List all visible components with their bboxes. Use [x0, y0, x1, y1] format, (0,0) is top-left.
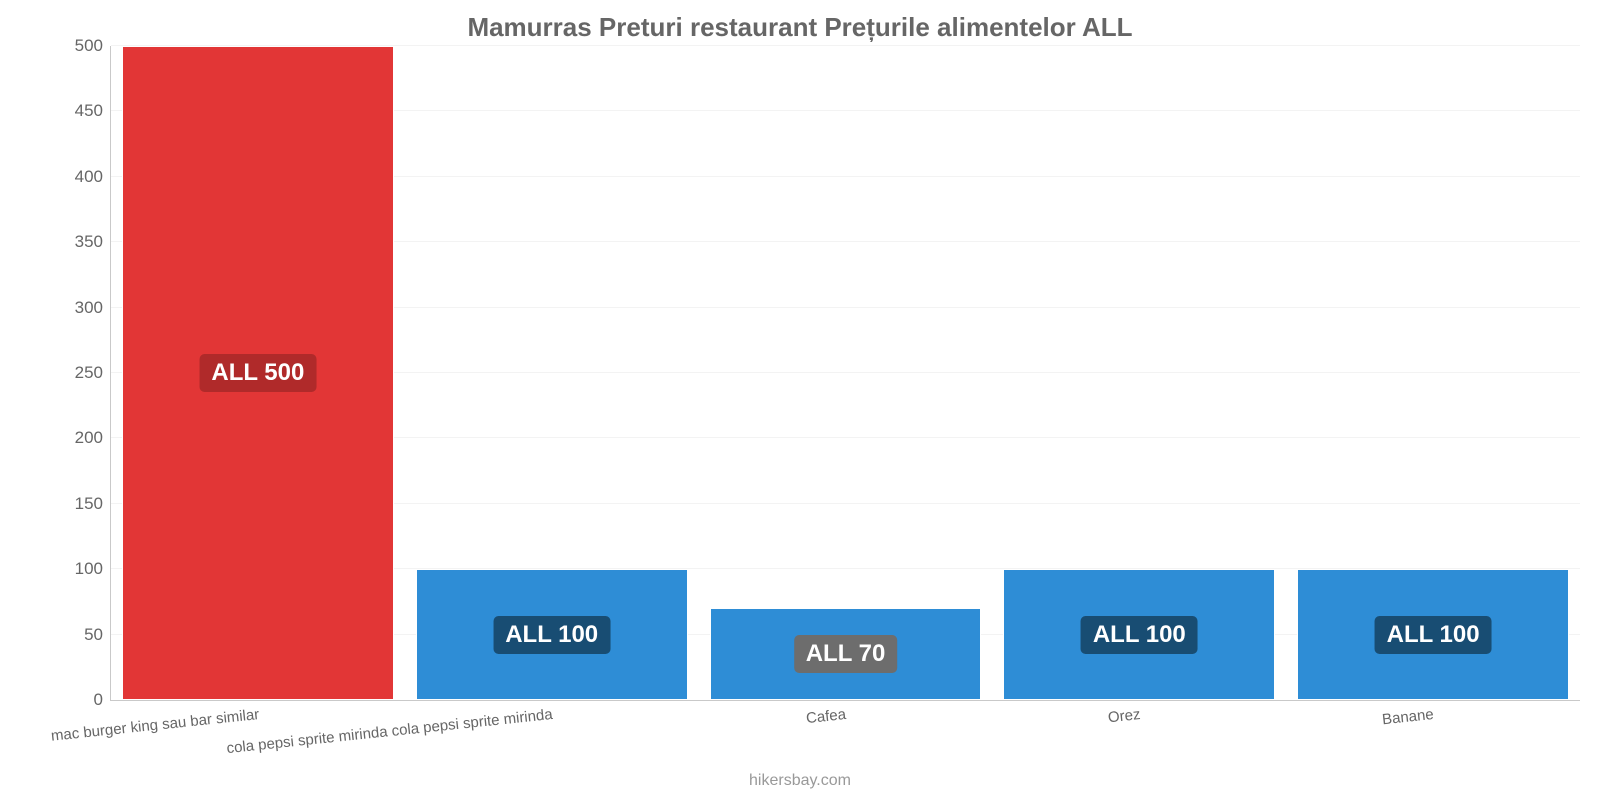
y-tick-label: 150 — [75, 494, 103, 514]
x-tick-label: Cafea — [806, 706, 848, 727]
y-tick-label: 0 — [94, 690, 103, 710]
x-tick-label: Banane — [1382, 706, 1435, 728]
plot-area: 050100150200250300350400450500ALL 500mac… — [110, 46, 1580, 701]
bar-value-badge: ALL 70 — [794, 635, 898, 673]
y-tick-label: 100 — [75, 559, 103, 579]
y-tick-label: 300 — [75, 298, 103, 318]
chart-area: 050100150200250300350400450500ALL 500mac… — [110, 46, 1580, 701]
y-tick-label: 400 — [75, 167, 103, 187]
chart-title: Mamurras Preturi restaurant Prețurile al… — [0, 0, 1600, 43]
y-tick-label: 50 — [84, 625, 103, 645]
y-tick-label: 250 — [75, 363, 103, 383]
attribution-text: hikersbay.com — [0, 772, 1600, 790]
y-tick-label: 500 — [75, 36, 103, 56]
x-tick-label: Orez — [1107, 706, 1141, 726]
y-tick-label: 450 — [75, 101, 103, 121]
bar-value-badge: ALL 500 — [199, 354, 316, 392]
bar-value-badge: ALL 100 — [1081, 616, 1198, 654]
y-tick-label: 350 — [75, 232, 103, 252]
bar-value-badge: ALL 100 — [1375, 616, 1492, 654]
bar-value-badge: ALL 100 — [493, 616, 610, 654]
y-tick-label: 200 — [75, 428, 103, 448]
x-tick-label: cola pepsi sprite mirinda cola pepsi spr… — [226, 706, 554, 757]
